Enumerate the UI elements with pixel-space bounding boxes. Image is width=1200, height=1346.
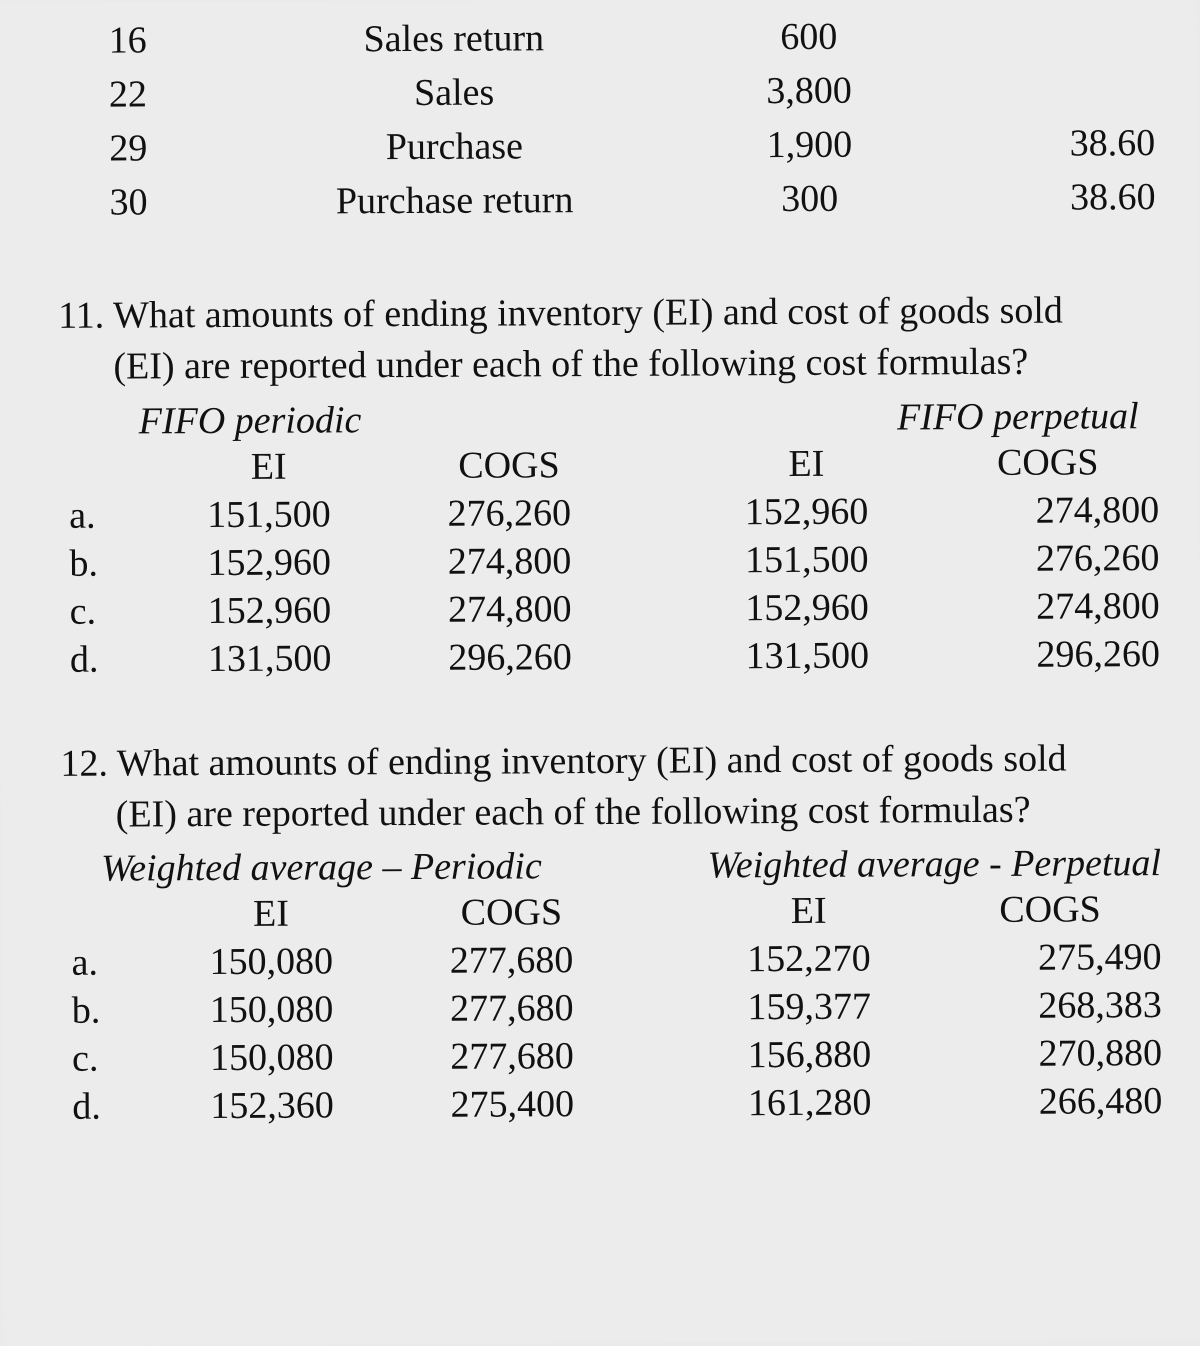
- description-cell: Sales return: [238, 12, 670, 66]
- ei-value: 152,960: [149, 538, 390, 587]
- ei-value: 152,960: [686, 487, 927, 536]
- cogs-value: 277,680: [392, 1032, 633, 1081]
- cogs-value: 275,400: [392, 1080, 633, 1129]
- cogs-value: 266,480: [930, 1077, 1173, 1126]
- rate-cell: 38.60: [949, 117, 1166, 170]
- cogs-value: 296,260: [390, 632, 631, 681]
- ei-value: 152,960: [687, 583, 928, 632]
- amount-cell: 600: [671, 10, 946, 63]
- cogs-value: 274,800: [389, 536, 630, 585]
- option-label: c.: [62, 1035, 152, 1083]
- ei-value: 151,500: [149, 490, 390, 539]
- ei-header: EI: [688, 886, 929, 935]
- cogs-value: 274,800: [927, 582, 1170, 631]
- option-label: a.: [59, 491, 149, 539]
- ei-value: 150,080: [152, 1033, 393, 1082]
- day-cell: 29: [59, 122, 237, 175]
- table-header-row: EI COGS EI COGS: [61, 885, 1171, 939]
- table-row: 16Sales return600: [59, 9, 1165, 67]
- ei-value: 152,360: [152, 1081, 393, 1130]
- ei-value: 151,500: [687, 535, 928, 584]
- textbook-page: 16Sales return60022Sales3,80029Purchase1…: [0, 0, 1200, 1346]
- ei-value: 161,280: [689, 1078, 930, 1127]
- question-12: 12. What amounts of ending inventory (EI…: [115, 733, 1171, 841]
- ei-value: 152,270: [689, 934, 930, 983]
- amount-cell: 3,800: [672, 64, 947, 117]
- cogs-value: 276,260: [927, 534, 1170, 583]
- table-row: 22Sales3,800: [59, 63, 1165, 121]
- rate-cell: [948, 63, 1165, 116]
- day-cell: 22: [59, 68, 237, 121]
- day-cell: 16: [59, 14, 237, 67]
- cogs-header: COGS: [926, 438, 1169, 487]
- question-text-line1: What amounts of ending inventory (EI) an…: [117, 737, 1067, 784]
- cogs-header: COGS: [929, 885, 1172, 934]
- ei-value: 150,080: [151, 985, 392, 1034]
- answer-row: d.152,360275,400 161,280266,480: [62, 1077, 1172, 1131]
- cogs-value: 276,260: [389, 488, 630, 537]
- transactions-table: 16Sales return60022Sales3,80029Purchase1…: [57, 7, 1168, 231]
- option-label: c.: [60, 587, 150, 635]
- cogs-header: COGS: [389, 440, 630, 489]
- answer-row: c.150,080277,680 156,880270,880: [62, 1029, 1172, 1083]
- answer-row: a.151,500276,260 152,960274,800: [59, 486, 1169, 540]
- description-cell: Sales: [238, 66, 670, 120]
- ei-header: EI: [686, 439, 927, 488]
- option-label: a.: [61, 939, 151, 987]
- option-label: b.: [62, 987, 152, 1035]
- ei-value: 152,960: [149, 586, 390, 635]
- ei-value: 131,500: [149, 634, 390, 683]
- question-number: 12.: [60, 742, 108, 784]
- ei-value: 159,377: [689, 982, 930, 1031]
- cogs-header: COGS: [391, 888, 632, 937]
- table-row: 29Purchase1,90038.60: [59, 117, 1165, 175]
- question-number: 11.: [58, 295, 104, 337]
- q11-method-headings: FIFO periodic FIFO perpetual: [59, 394, 1169, 444]
- cogs-value: 296,260: [927, 630, 1170, 679]
- wavg-periodic-heading: Weighted average – Periodic: [61, 844, 644, 891]
- cogs-value: 274,800: [927, 486, 1170, 535]
- question-text-line1: What amounts of ending inventory (EI) an…: [113, 290, 1063, 337]
- description-cell: Purchase return: [239, 174, 671, 228]
- amount-cell: 1,900: [672, 118, 947, 171]
- q12-answers-table: EI COGS EI COGS a.150,080277,680152,2702…: [61, 885, 1172, 1131]
- cogs-value: 274,800: [389, 584, 630, 633]
- answer-row: b.150,080277,680 159,377268,383: [62, 981, 1172, 1035]
- ei-value: 156,880: [689, 1030, 930, 1079]
- ei-header: EI: [151, 889, 392, 938]
- question-11: 11. What amounts of ending inventory (EI…: [113, 285, 1169, 393]
- option-label: b.: [59, 539, 149, 587]
- wavg-perpetual-heading: Weighted average - Perpetual: [644, 841, 1171, 888]
- answer-row: a.150,080277,680 152,270275,490: [61, 933, 1171, 987]
- ei-header: EI: [148, 442, 389, 491]
- q11-answers-table: EI COGS EI COGS a.151,500276,260152,9602…: [59, 438, 1170, 684]
- question-text-line2: (EI) are reported under each of the foll…: [113, 341, 1028, 388]
- rate-cell: 38.60: [949, 171, 1166, 224]
- answer-row: b.152,960274,800 151,500276,260: [59, 534, 1169, 588]
- day-cell: 30: [59, 176, 237, 229]
- table-row: 30Purchase return30038.60: [59, 171, 1165, 229]
- fifo-periodic-heading: FIFO periodic: [59, 396, 639, 443]
- cogs-value: 277,680: [391, 936, 632, 985]
- description-cell: Purchase: [239, 120, 671, 174]
- cogs-value: 275,490: [929, 933, 1172, 982]
- cogs-value: 277,680: [392, 984, 633, 1033]
- option-label: d.: [62, 1083, 152, 1131]
- option-label: d.: [60, 635, 150, 683]
- answer-row: d.131,500296,260131,500296,260: [60, 630, 1170, 684]
- ei-value: 131,500: [687, 631, 928, 680]
- rate-cell: [948, 9, 1165, 62]
- answer-row: c.152,960274,800152,960274,800: [60, 582, 1170, 636]
- table-header-row: EI COGS EI COGS: [59, 438, 1169, 492]
- question-text-line2: (EI) are reported under each of the foll…: [116, 789, 1031, 836]
- cogs-value: 270,880: [929, 1029, 1172, 1078]
- q12-method-headings: Weighted average – Periodic Weighted ave…: [61, 841, 1171, 891]
- ei-value: 150,080: [151, 937, 392, 986]
- fifo-perpetual-heading: FIFO perpetual: [639, 394, 1169, 441]
- amount-cell: 300: [672, 172, 947, 225]
- cogs-value: 268,383: [929, 981, 1172, 1030]
